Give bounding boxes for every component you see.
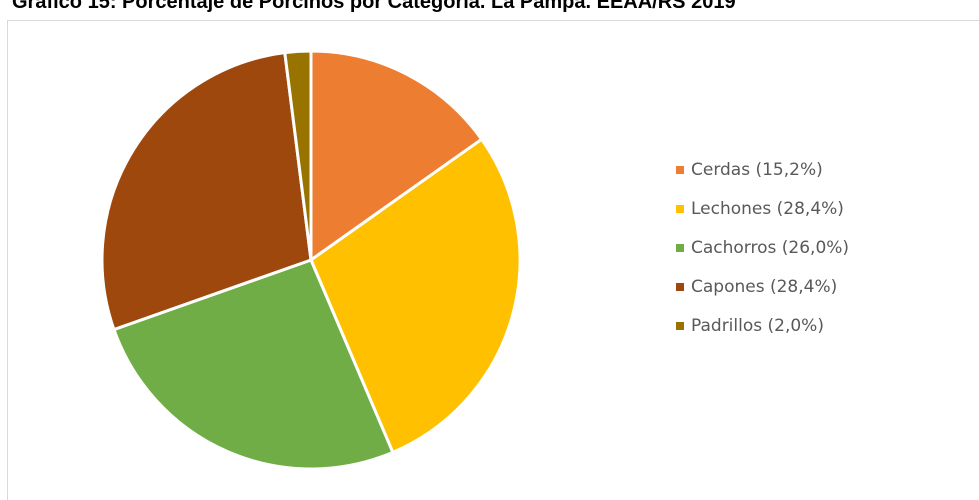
legend-item-padrillos: Padrillos (2,0%) — [676, 306, 849, 345]
legend-label: Cachorros (26,0%) — [691, 237, 850, 258]
legend-swatch — [676, 321, 684, 330]
legend-label: Cerdas (15,2%) — [691, 159, 823, 180]
legend-swatch — [676, 165, 684, 174]
chart-area-border — [7, 20, 979, 500]
chart-legend: Cerdas (15,2%) Lechones (28,4%) Cachorros … — [676, 150, 849, 345]
legend-item-cachorros: Cachorros (26,0%) — [676, 228, 849, 267]
legend-item-cerdas: Cerdas (15,2%) — [676, 150, 849, 189]
legend-item-capones: Capones (28,4%) — [676, 267, 849, 306]
legend-label: Padrillos (2,0%) — [691, 315, 824, 336]
pie-slice-capones — [100, 51, 313, 332]
legend-label: Lechones (28,4%) — [691, 198, 844, 219]
legend-swatch — [676, 282, 684, 291]
pie-slice-lechones — [309, 137, 522, 454]
chart-title: Gráfico 15: Porcentaje de Porcinos por C… — [12, 0, 736, 13]
legend-swatch — [676, 204, 684, 213]
legend-label: Capones (28,4%) — [691, 276, 838, 297]
legend-item-lechones: Lechones (28,4%) — [676, 189, 849, 228]
pie-slice-cachorros — [112, 258, 395, 471]
pie-slice-padrillos — [283, 49, 313, 262]
legend-swatch — [676, 243, 684, 252]
pie-slice-cerdas — [309, 49, 484, 262]
